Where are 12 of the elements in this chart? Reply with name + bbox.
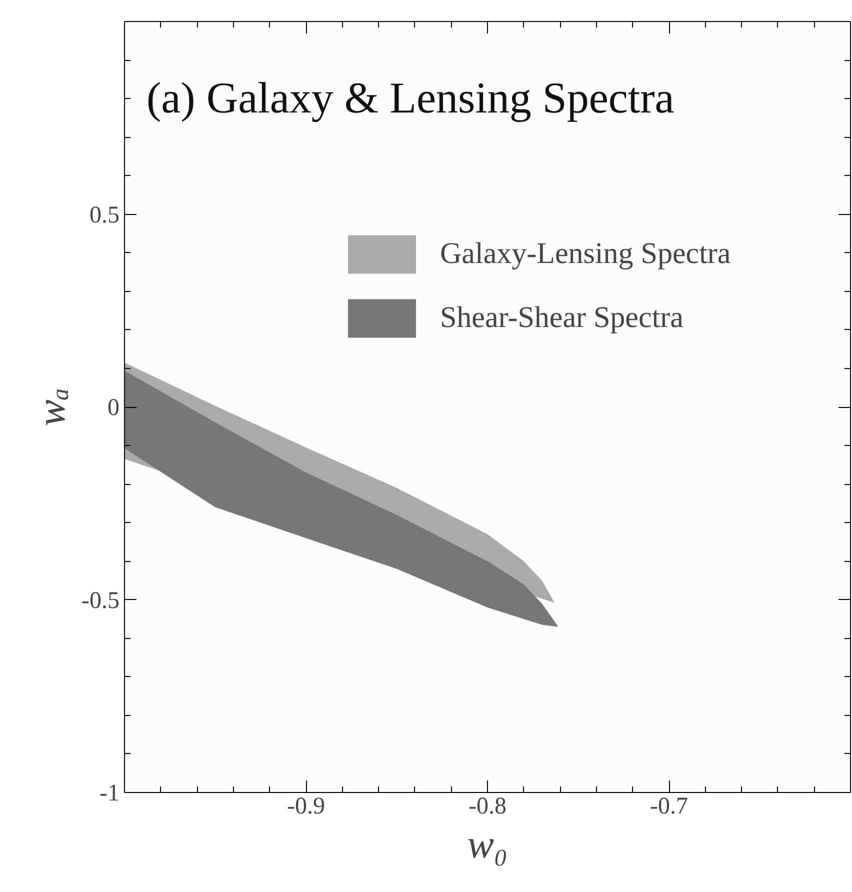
x-tick-label: -0.9 <box>287 794 326 820</box>
legend-label: Galaxy-Lensing Spectra <box>440 237 731 271</box>
y-tick-label: 0 <box>108 395 120 421</box>
text: (a) Galaxy & Lensing Spectra <box>146 74 674 122</box>
legend-label: Shear-Shear Spectra <box>440 301 684 335</box>
y-tick-label: -0.5 <box>82 588 120 614</box>
x-tick-label: -0.7 <box>650 794 688 820</box>
x-tick-label: -0.8 <box>468 794 507 820</box>
x-axis-title: w₀ <box>467 822 508 866</box>
y-axis-title: wₐ <box>28 388 74 426</box>
y-tick-label: 0.5 <box>90 202 120 228</box>
y-tick-label: -1 <box>100 780 120 806</box>
